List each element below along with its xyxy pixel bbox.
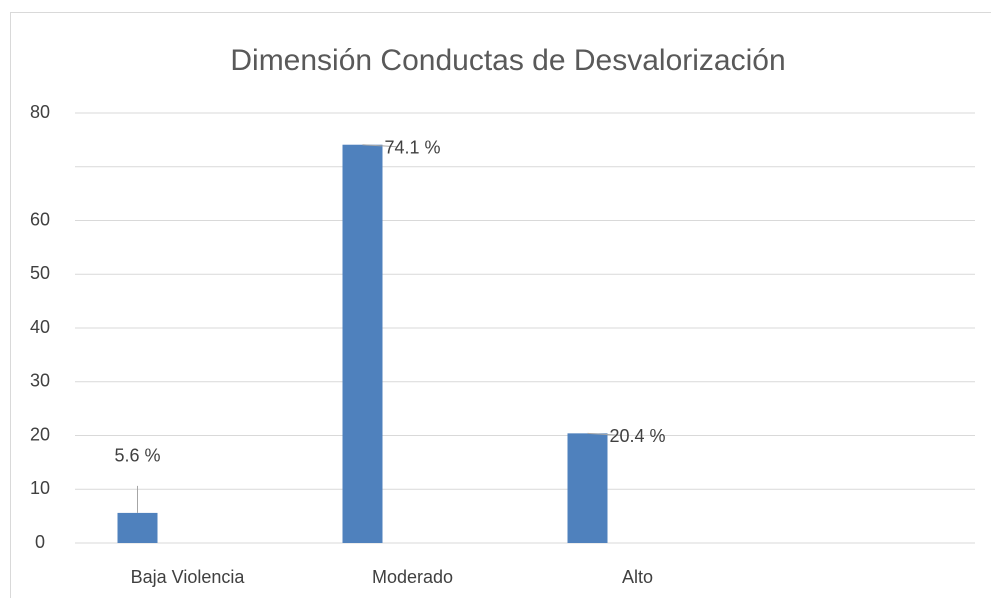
bar (117, 512, 158, 543)
leader-line (587, 432, 622, 436)
chart-title: Dimensión Conductas de Desvalorización (230, 44, 785, 77)
y-tick-label: 10 (30, 478, 50, 498)
data-label: 5.6 % (114, 446, 160, 466)
leader-line (362, 144, 397, 148)
y-tick-label: 60 (30, 209, 50, 229)
bar (567, 433, 608, 543)
y-tick-label: 0 (35, 532, 45, 552)
chart-border (10, 12, 991, 598)
y-tick-label: 40 (30, 317, 50, 337)
x-tick-label: Alto (622, 567, 653, 587)
y-tick-label: 30 (30, 371, 50, 391)
y-tick-label: 20 (30, 424, 50, 444)
x-tick-label: Baja Violencia (131, 567, 246, 587)
data-label: 20.4 % (610, 426, 666, 446)
bar (342, 144, 383, 543)
y-tick-label: 50 (30, 263, 50, 283)
x-tick-label: Moderado (372, 567, 453, 587)
y-tick-label: 80 (30, 102, 50, 122)
data-label: 74.1 % (385, 137, 441, 157)
